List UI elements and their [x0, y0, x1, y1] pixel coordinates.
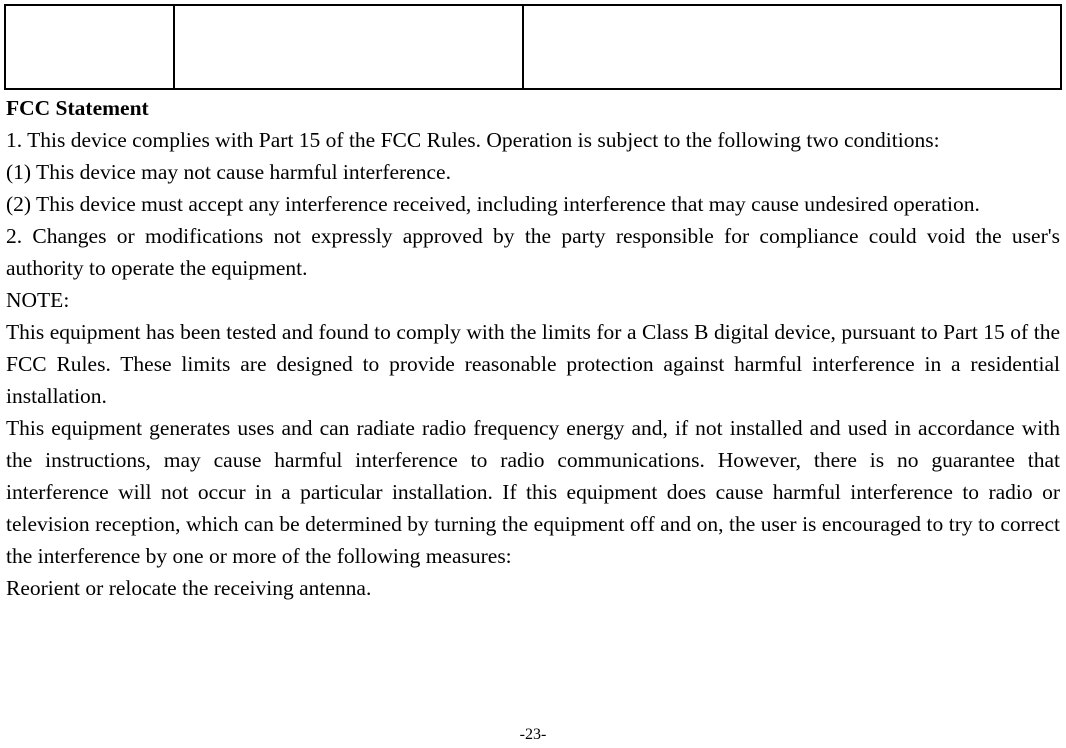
header-cell-1	[5, 5, 174, 89]
paragraph-8: Reorient or relocate the receiving anten…	[6, 572, 1060, 604]
paragraph-5: NOTE:	[6, 284, 1060, 316]
body-content: FCC Statement 1. This device complies wi…	[0, 92, 1066, 604]
paragraph-4: 2. Changes or modifications not expressl…	[6, 220, 1060, 284]
page: FCC Statement 1. This device complies wi…	[0, 4, 1066, 748]
doc-title: FCC Statement	[6, 92, 1060, 124]
paragraph-6: This equipment has been tested and found…	[6, 316, 1060, 412]
header-cell-3	[523, 5, 1061, 89]
paragraph-2: (1) This device may not cause harmful in…	[6, 156, 1060, 188]
paragraph-1: 1. This device complies with Part 15 of …	[6, 124, 1060, 156]
paragraph-7: This equipment generates uses and can ra…	[6, 412, 1060, 572]
header-table-row	[5, 5, 1061, 89]
paragraph-3: (2) This device must accept any interfer…	[6, 188, 1060, 220]
page-number: -23-	[0, 726, 1066, 744]
header-cell-2	[174, 5, 523, 89]
header-table	[4, 4, 1062, 90]
